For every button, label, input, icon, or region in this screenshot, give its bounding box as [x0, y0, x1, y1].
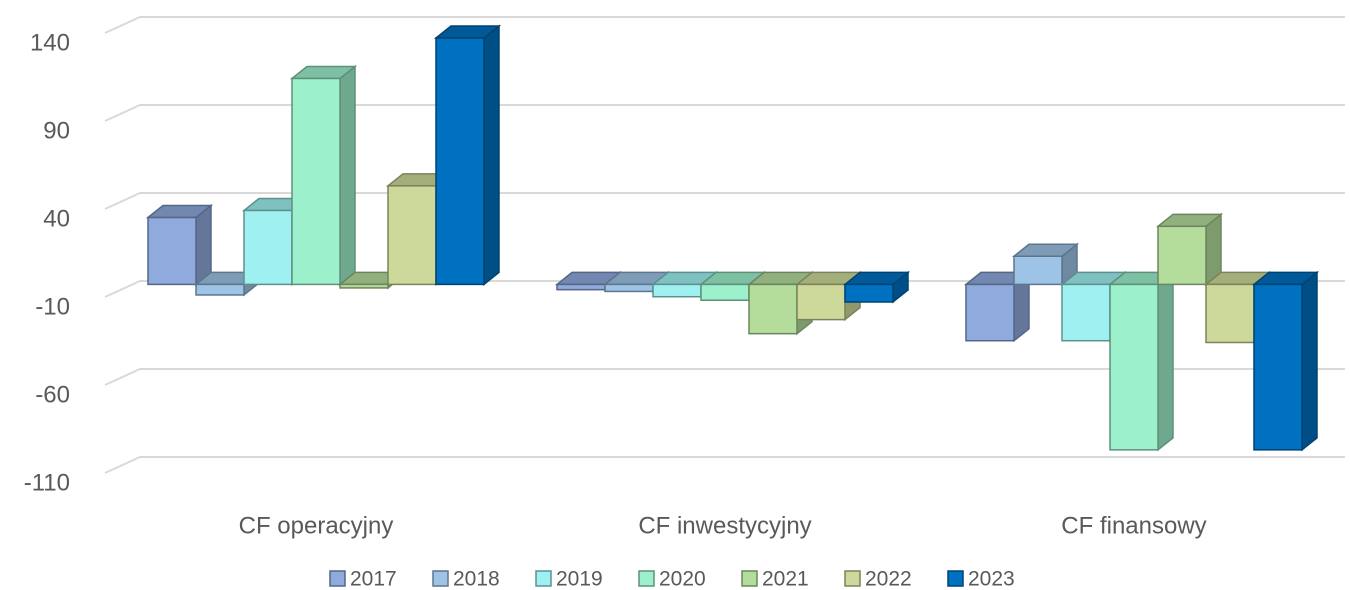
- bar: [796, 283, 846, 321]
- bar: [700, 283, 750, 301]
- bar: [556, 283, 606, 291]
- legend-label: 2021: [762, 568, 809, 590]
- bar: [195, 283, 245, 296]
- grid-line: [104, 280, 1345, 298]
- bar-side: [1301, 270, 1318, 452]
- legend-label: 2017: [350, 568, 397, 590]
- legend-swatch: [535, 570, 552, 587]
- grid-line: [104, 104, 1345, 122]
- bar-side: [1157, 270, 1174, 452]
- legend-swatch: [741, 570, 758, 587]
- bar: [339, 283, 389, 289]
- legend-swatch: [432, 570, 449, 587]
- x-tick-label: CF operacyjny: [239, 512, 394, 539]
- legend-swatch: [638, 570, 655, 587]
- bar: [1157, 225, 1207, 286]
- legend-swatch: [329, 570, 346, 587]
- bar: [1205, 283, 1255, 344]
- bar: [652, 283, 702, 298]
- grid-line: [104, 456, 1345, 474]
- bar: [147, 216, 197, 286]
- legend-swatch: [844, 570, 861, 587]
- bar: [1109, 283, 1159, 451]
- legend-label: 2020: [659, 568, 706, 590]
- bar: [748, 283, 798, 335]
- bar: [387, 185, 437, 286]
- bar-side: [483, 24, 500, 286]
- bar: [243, 209, 293, 286]
- bar: [965, 283, 1015, 342]
- legend-label: 2018: [453, 568, 500, 590]
- grid-line: [104, 368, 1345, 386]
- bar-side: [339, 64, 356, 286]
- bar: [1253, 283, 1303, 451]
- y-tick-label: 40: [43, 205, 70, 232]
- x-tick-label: CF finansowy: [1061, 512, 1206, 539]
- bar: [604, 283, 654, 293]
- legend-label: 2023: [968, 568, 1015, 590]
- legend-label: 2022: [865, 568, 912, 590]
- bar: [844, 283, 894, 303]
- bar: [1061, 283, 1111, 342]
- y-tick-label: -60: [35, 381, 70, 408]
- x-tick-label: CF inwestycyjny: [638, 512, 811, 539]
- y-tick-label: -10: [35, 293, 70, 320]
- y-tick-label: 90: [43, 117, 70, 144]
- grid-line: [104, 192, 1345, 210]
- bar: [291, 77, 341, 286]
- bar: [1013, 255, 1063, 286]
- grid-line: [104, 16, 1345, 34]
- legend-label: 2019: [556, 568, 603, 590]
- legend-swatch: [947, 570, 964, 587]
- y-tick-label: 140: [30, 29, 70, 56]
- bar-side: [195, 203, 212, 286]
- bar: [435, 37, 485, 286]
- y-tick-label: -110: [24, 469, 70, 496]
